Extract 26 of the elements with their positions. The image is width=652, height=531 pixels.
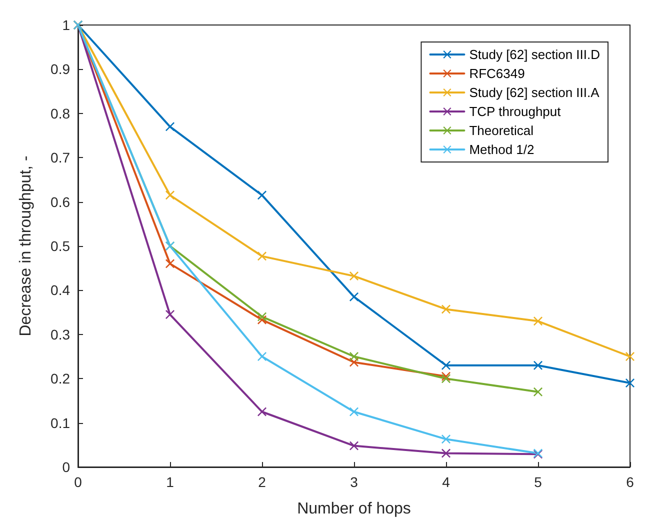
y-tick-label: 0.4: [50, 282, 70, 298]
y-tick-label: 0.3: [50, 326, 70, 342]
x-tick-label: 3: [350, 474, 358, 490]
y-tick-label: 0.5: [50, 238, 70, 254]
legend-label: RFC6349: [469, 66, 525, 81]
y-tick-label: 0.8: [50, 105, 70, 122]
x-tick-label: 4: [442, 474, 450, 490]
x-tick-label: 6: [626, 474, 634, 490]
y-tick-label: 0.7: [50, 150, 70, 166]
y-tick-label: 0.9: [50, 61, 70, 78]
x-tick-label: 1: [166, 474, 174, 490]
x-tick-label: 2: [258, 474, 266, 490]
x-axis-title: Number of hops: [297, 500, 411, 518]
legend-label: TCP throughput: [469, 104, 562, 119]
y-tick-label: 0.1: [50, 414, 70, 431]
legend-label: Study [62] section III.D: [469, 47, 600, 62]
legend-label: Study [62] section III.A: [469, 85, 600, 100]
y-tick-label: 0.6: [50, 194, 70, 210]
legend-label: Method 1/2: [469, 142, 534, 157]
y-axis-title: Decrease in throughput, -: [18, 156, 34, 336]
y-tick-label: 0: [62, 459, 70, 475]
y-tick-label: 1: [62, 17, 70, 33]
y-tick-label: 0.2: [50, 370, 70, 387]
legend-label: Theoretical: [469, 123, 534, 138]
x-tick-label: 0: [74, 474, 82, 490]
x-tick-label: 5: [534, 474, 542, 490]
